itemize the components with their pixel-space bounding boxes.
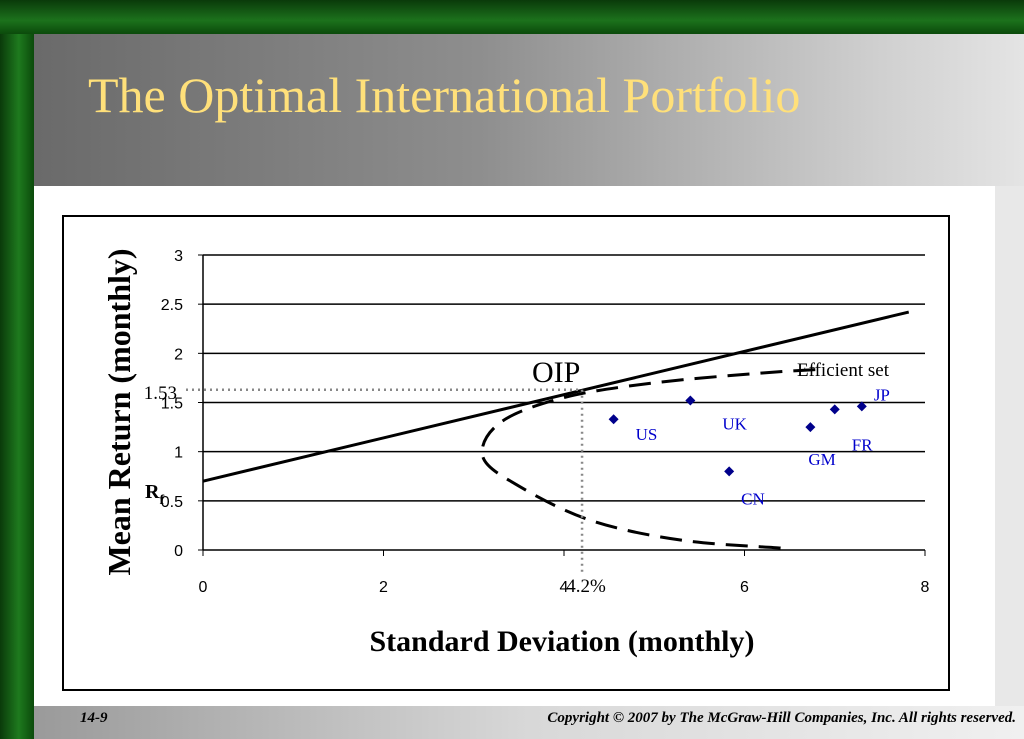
data-point-jp <box>856 401 867 412</box>
data-point-fr <box>829 404 840 415</box>
y-tick-label: 2.5 <box>161 297 183 314</box>
point-label-gm: GM <box>808 450 835 469</box>
slide-content-edge <box>995 186 1024 706</box>
x-tick-label: 2 <box>379 579 388 596</box>
point-label-us: US <box>636 425 658 444</box>
x-tick-label: 8 <box>921 579 930 596</box>
y-tick-label: 0.5 <box>161 494 183 511</box>
chart-grid <box>203 254 925 551</box>
x-tick-label: 6 <box>740 579 749 596</box>
slide-footer <box>34 706 1024 739</box>
data-point-uk <box>685 395 696 406</box>
y-tick-label: 1.5 <box>161 396 183 413</box>
oip-label: OIP <box>532 356 580 389</box>
point-label-cn: CN <box>741 489 765 508</box>
copyright-notice: Copyright © 2007 by The McGraw-Hill Comp… <box>547 710 1016 726</box>
slide-frame-top <box>0 0 1024 34</box>
point-label-uk: UK <box>722 415 747 434</box>
x-tick-label: 4 <box>560 579 569 596</box>
slide-number: 14-9 <box>80 710 108 726</box>
point-label-fr: FR <box>852 435 873 454</box>
efficient-set-label: Efficient set <box>797 360 890 381</box>
y-tick-label: 1 <box>174 445 183 462</box>
y-tick-label: 0 <box>174 543 183 560</box>
y-axis-title: Mean Return (monthly) <box>101 248 137 575</box>
oip-sd-label: 4.2% <box>566 576 606 597</box>
slide-frame-left <box>0 0 34 739</box>
capital-market-line <box>202 310 910 483</box>
y-tick-label: 2 <box>174 346 183 363</box>
oip-return-label: 1.53 <box>144 383 177 404</box>
x-axis-title: Standard Deviation (monthly) <box>369 625 754 658</box>
chart-series <box>186 310 910 572</box>
data-point-gm <box>805 422 816 433</box>
risk-free-subscript: f <box>159 493 164 508</box>
chart-border <box>62 215 950 691</box>
efficient-set-curve <box>480 367 826 550</box>
risk-free-label: Rf <box>145 481 164 508</box>
risk-free-letter: R <box>145 481 160 503</box>
data-point-us <box>608 414 619 425</box>
data-point-cn <box>724 466 735 477</box>
chart-axes <box>198 254 926 556</box>
y-tick-label: 3 <box>174 248 183 265</box>
x-tick-label: 0 <box>199 579 208 596</box>
point-label-jp: JP <box>874 385 890 404</box>
slide-header <box>34 34 1024 186</box>
chart-tick-labels: 0 0.5 1 1.5 2 2.5 3 0 2 4 6 8 <box>161 248 930 596</box>
slide-title: The Optimal International Portfolio <box>88 67 801 123</box>
